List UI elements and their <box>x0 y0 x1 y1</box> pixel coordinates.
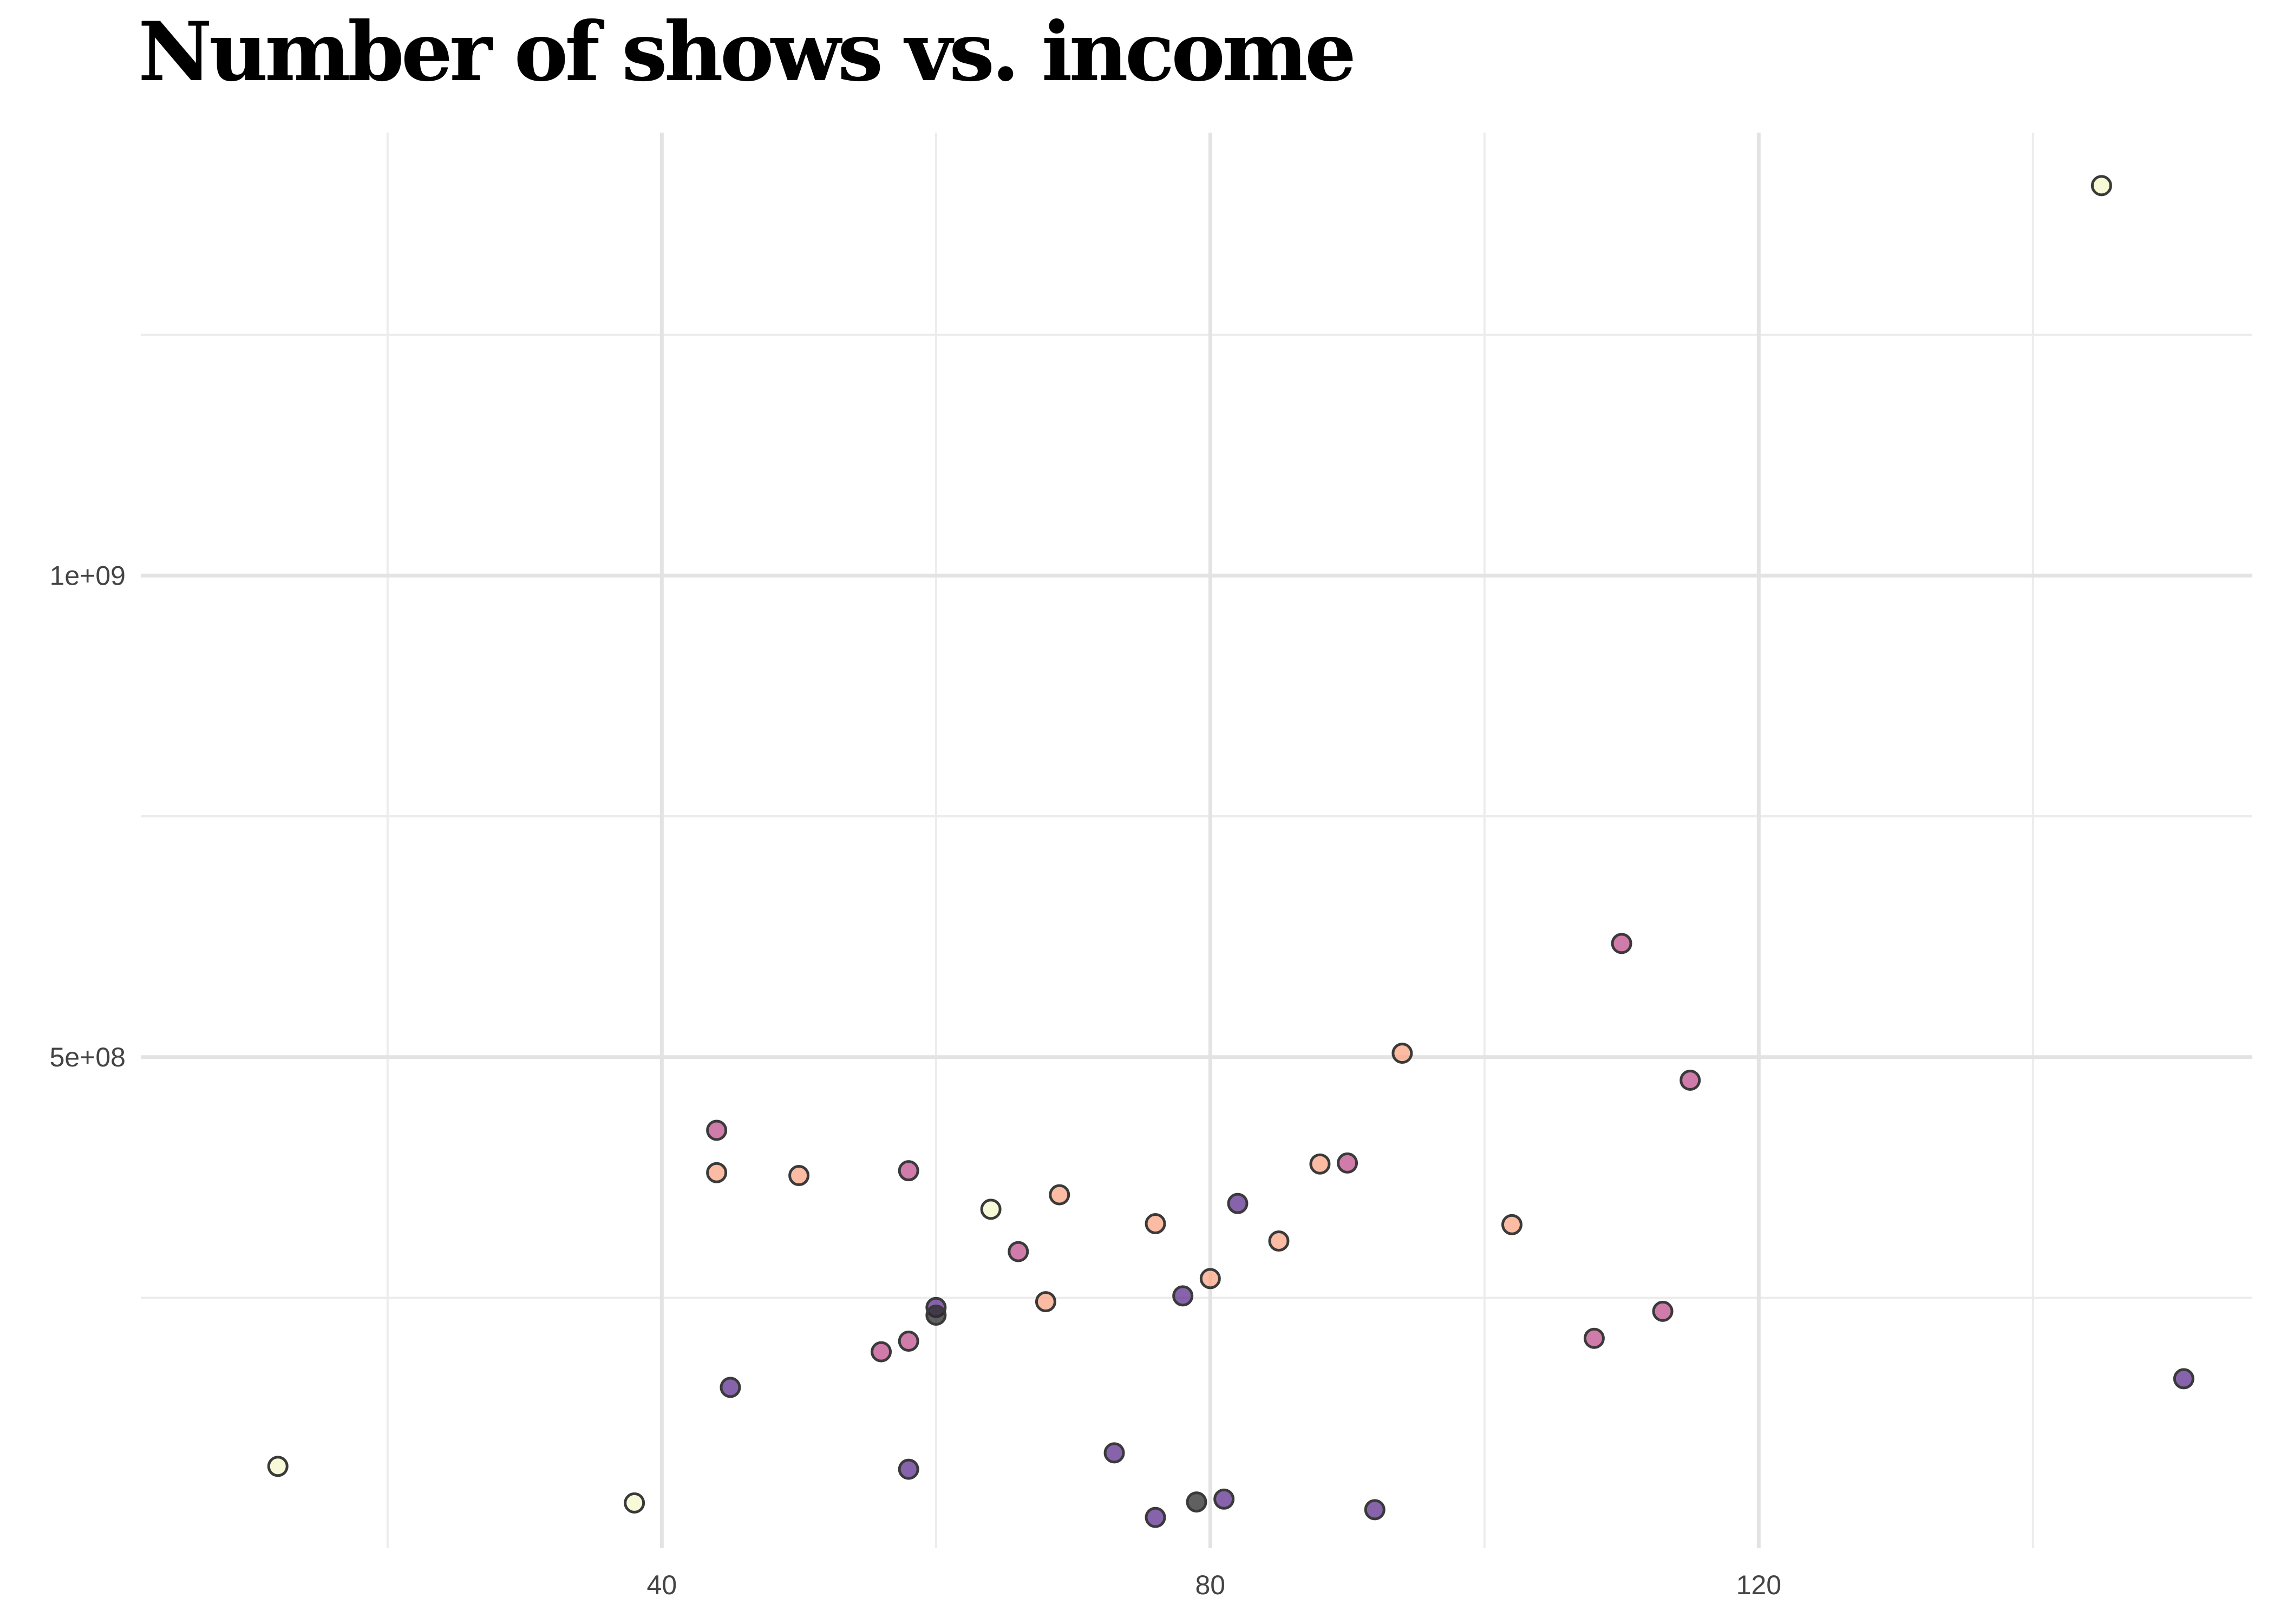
data-point <box>925 1305 947 1326</box>
data-point <box>1227 1193 1249 1214</box>
data-point <box>1611 933 1632 954</box>
data-point <box>1172 1285 1194 1307</box>
data-point <box>706 1162 728 1183</box>
data-point <box>1145 1213 1166 1235</box>
data-point <box>1337 1152 1358 1174</box>
data-point <box>788 1165 810 1187</box>
x-axis-tick-labels: 40 80 120 <box>647 1570 1782 1600</box>
y-axis-tick-labels: 5e+08 1e+09 <box>50 560 126 1072</box>
data-point <box>1364 1499 1386 1521</box>
data-point <box>720 1377 741 1398</box>
data-point <box>1035 1291 1056 1313</box>
data-point <box>1103 1442 1125 1464</box>
data-point <box>898 1331 919 1352</box>
data-point <box>1268 1230 1290 1252</box>
x-tick-label: 40 <box>647 1570 677 1600</box>
data-point <box>624 1492 645 1514</box>
data-point <box>706 1119 728 1141</box>
data-point <box>2090 175 2112 197</box>
data-point <box>898 1458 919 1480</box>
data-point <box>1583 1327 1605 1349</box>
data-point <box>267 1456 289 1477</box>
chart-title: Number of shows vs. income <box>138 4 1356 100</box>
data-point <box>1008 1241 1029 1262</box>
y-tick-label: 5e+08 <box>50 1042 126 1072</box>
data-point <box>2173 1368 2194 1390</box>
data-point <box>1652 1300 1674 1322</box>
y-tick-label: 1e+09 <box>50 560 126 591</box>
data-point <box>1199 1268 1221 1289</box>
data-point <box>1213 1488 1235 1510</box>
data-points <box>267 175 2194 1528</box>
data-point <box>898 1160 919 1182</box>
data-point <box>980 1199 1002 1220</box>
grid-lines <box>141 133 2252 1548</box>
data-point <box>1501 1214 1522 1235</box>
data-point <box>1309 1153 1331 1175</box>
data-point <box>1049 1184 1070 1206</box>
data-point <box>871 1341 892 1363</box>
x-tick-label: 120 <box>1736 1570 1781 1600</box>
x-tick-label: 80 <box>1195 1570 1226 1600</box>
data-point <box>1680 1069 1701 1091</box>
data-point <box>1391 1043 1413 1064</box>
data-point <box>1145 1507 1166 1528</box>
data-point <box>1186 1491 1207 1513</box>
